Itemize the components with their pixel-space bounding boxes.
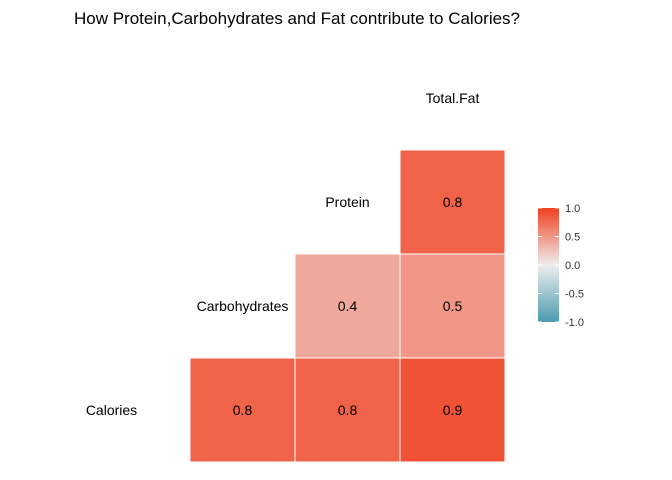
cell-value-label: 0.9 [443, 402, 463, 418]
variable-label: Protein [325, 194, 369, 210]
color-legend: 1.0 0.5 0.0 -0.5 -1.0 [538, 203, 584, 329]
legend-tick-label: -0.5 [565, 289, 584, 301]
heatmap-cell [399, 357, 506, 463]
chart-title: How Protein,Carbohydrates and Fat contri… [74, 9, 520, 28]
heatmap-cell [294, 253, 401, 359]
cell-value-label: 0.5 [443, 298, 463, 314]
legend-tick-label: 1.0 [565, 203, 580, 215]
variable-label: Calories [86, 402, 137, 418]
variable-labels: Calories Carbohydrates Protein Total.Fat [86, 90, 480, 418]
variable-label: Total.Fat [426, 90, 480, 106]
heatmap-cell [189, 357, 296, 463]
heatmap-cell [399, 253, 506, 359]
cell-value-label: 0.4 [338, 298, 358, 314]
cell-value-label: 0.8 [233, 402, 253, 418]
heatmap-cell [399, 149, 506, 255]
heatmap-cells: 0.8 0.8 0.9 0.4 0.5 0.8 [189, 149, 506, 463]
legend-tick-label: -1.0 [565, 317, 584, 329]
legend-tick-label: 0.5 [565, 232, 580, 244]
heatmap-cell [294, 357, 401, 463]
legend-colorbar [538, 208, 559, 322]
legend-tick-label: 0.0 [565, 260, 580, 272]
cell-value-label: 0.8 [443, 194, 463, 210]
variable-label: Carbohydrates [197, 298, 289, 314]
cell-value-label: 0.8 [338, 402, 358, 418]
